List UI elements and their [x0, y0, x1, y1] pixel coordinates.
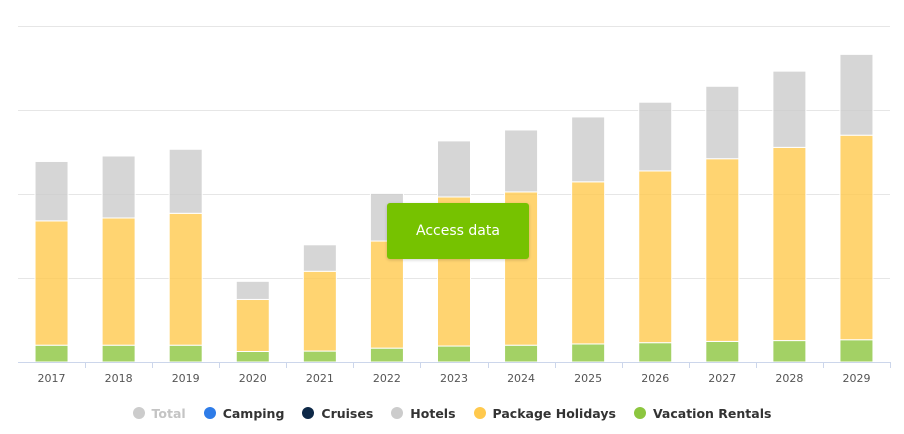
bar-vacation-rentals-2017 [34, 344, 69, 363]
x-tick-label-2020: 2020 [239, 372, 267, 385]
x-tick-label-2025: 2025 [574, 372, 602, 385]
legend-marker-package-holidays [473, 407, 486, 419]
bar-vacation-rentals-2027 [705, 340, 740, 363]
legend-item-package-holidays[interactable]: Package Holidays [473, 405, 616, 421]
bar-vacation-rentals-2020 [235, 351, 270, 363]
bar-hotels-2018 [101, 155, 136, 219]
bar-cruises-2020 [235, 280, 270, 282]
bar-package-holidays-2020 [235, 298, 270, 353]
bar-vacation-rentals-2019 [168, 344, 203, 363]
x-tick-label-2024: 2024 [507, 372, 535, 385]
bar-vacation-rentals-2026 [638, 342, 673, 363]
bar-vacation-rentals-2029 [839, 339, 874, 363]
bar-cruises-2023 [437, 139, 471, 142]
bar-cruises-2019 [168, 148, 203, 150]
legend-label-cruises: Cruises [321, 405, 374, 421]
bar-cruises-2028 [772, 70, 807, 72]
bar-package-holidays-2017 [34, 220, 69, 346]
bar-hotels-2024 [504, 129, 539, 193]
bar-package-holidays-2026 [638, 170, 673, 344]
x-tick-label-2028: 2028 [775, 372, 803, 385]
x-tick-label-2027: 2027 [708, 372, 736, 385]
bar-vacation-rentals-2028 [772, 340, 807, 363]
bar-package-holidays-2029 [839, 134, 874, 341]
legend-label-total: Total [151, 405, 186, 421]
bar-package-holidays-2018 [101, 217, 136, 346]
legend-label-camping: Camping [222, 405, 285, 421]
bar-cruises-2022 [369, 192, 404, 194]
bar-cruises-2017 [34, 160, 69, 162]
legend-label-vacation-rentals: Vacation Rentals [652, 405, 772, 421]
bar-vacation-rentals-2025 [571, 343, 606, 363]
bar-vacation-rentals-2024 [504, 344, 539, 363]
bar-hotels-2027 [705, 85, 740, 160]
bar-cruises-2026 [638, 101, 673, 103]
bar-cruises-2025 [571, 115, 606, 118]
x-tick-label-2029: 2029 [842, 372, 870, 385]
x-tick-label-2022: 2022 [373, 372, 401, 385]
x-tick-label-2017: 2017 [38, 372, 66, 385]
bar-cruises-2024 [504, 128, 539, 131]
bar-cruises-2018 [101, 154, 136, 157]
bar-vacation-rentals-2022 [369, 347, 404, 363]
bar-hotels-2020 [235, 280, 270, 300]
access-data-button[interactable]: Access data [387, 203, 529, 259]
bar-package-holidays-2021 [302, 270, 337, 352]
bar-hotels-2026 [638, 101, 673, 172]
x-tick-label-2023: 2023 [440, 372, 468, 385]
bar-cruises-2021 [302, 243, 337, 246]
bar-package-holidays-2019 [168, 212, 203, 346]
bar-package-holidays-2025 [571, 181, 606, 345]
bar-cruises-2027 [705, 85, 740, 87]
bar-hotels-2021 [302, 243, 337, 272]
legend-item-camping[interactable]: Camping [203, 405, 285, 421]
bar-vacation-rentals-2023 [437, 345, 471, 363]
legend-item-vacation-rentals[interactable]: Vacation Rentals [633, 405, 772, 421]
legend-item-hotels[interactable]: Hotels [391, 405, 456, 421]
legend-marker-vacation-rentals [633, 407, 646, 419]
x-tick-label-2021: 2021 [306, 372, 334, 385]
bar-hotels-2025 [571, 116, 606, 183]
bar-hotels-2028 [772, 70, 807, 148]
legend-label-package-holidays: Package Holidays [492, 405, 616, 421]
legend-label-hotels: Hotels [410, 405, 456, 421]
bar-hotels-2017 [34, 160, 69, 222]
legend-marker-total [132, 407, 145, 419]
bar-hotels-2029 [839, 53, 874, 136]
legend-marker-camping [203, 407, 216, 419]
x-tick-label-2019: 2019 [172, 372, 200, 385]
legend: Total Camping Cruises Hotels Package Holiday… [0, 402, 904, 424]
legend-marker-cruises [302, 407, 315, 419]
x-tick-label-2018: 2018 [105, 372, 133, 385]
bar-package-holidays-2028 [772, 146, 807, 342]
legend-item-total[interactable]: Total [132, 405, 186, 421]
x-tick-label-2026: 2026 [641, 372, 669, 385]
bar-package-holidays-2027 [705, 158, 740, 342]
bar-hotels-2023 [437, 140, 471, 198]
bar-vacation-rentals-2021 [302, 350, 337, 363]
legend-item-cruises[interactable]: Cruises [302, 406, 373, 421]
bar-hotels-2019 [168, 148, 203, 214]
bar-vacation-rentals-2018 [101, 344, 136, 363]
legend-marker-hotels [391, 407, 404, 419]
bar-cruises-2029 [839, 53, 874, 55]
